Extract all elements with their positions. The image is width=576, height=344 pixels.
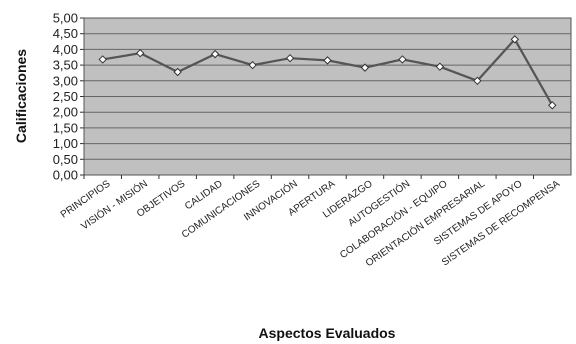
y-tick-label: 0,50 bbox=[53, 152, 78, 167]
x-axis-title: Aspectos Evaluados bbox=[259, 325, 396, 341]
data-point bbox=[398, 55, 407, 64]
y-tick-label: 4,00 bbox=[53, 42, 78, 57]
data-point bbox=[285, 53, 295, 63]
data-point bbox=[210, 49, 220, 59]
y-tick-label: 3,00 bbox=[53, 73, 78, 88]
y-tick-label: 4,50 bbox=[53, 26, 78, 41]
data-point bbox=[98, 55, 107, 64]
series-markers bbox=[98, 35, 557, 110]
y-tick-label: 1,00 bbox=[53, 136, 78, 151]
y-tick-label: 5,00 bbox=[53, 11, 78, 26]
y-tick-label: 2,50 bbox=[53, 89, 78, 104]
data-point bbox=[510, 35, 520, 44]
data-point bbox=[548, 101, 557, 110]
y-tick-label: 0,00 bbox=[53, 168, 78, 183]
data-point bbox=[173, 67, 182, 77]
y-tick-label: 3,50 bbox=[53, 58, 78, 73]
y-axis-title: Calificaciones bbox=[13, 49, 29, 143]
data-point bbox=[323, 56, 332, 65]
gridlines bbox=[84, 33, 571, 160]
data-point bbox=[248, 60, 257, 70]
data-point bbox=[435, 62, 445, 71]
x-category-label: AUTOGESTIÓN bbox=[345, 177, 412, 229]
y-tick-label: 1,50 bbox=[53, 120, 78, 135]
data-point bbox=[473, 76, 482, 86]
y-axis-ticks: 0,000,501,001,502,002,503,003,504,004,50… bbox=[53, 11, 84, 183]
data-point bbox=[135, 48, 145, 58]
y-tick-label: 2,00 bbox=[53, 105, 78, 120]
data-point bbox=[360, 63, 370, 72]
x-category-label: VISIÓN - MISIÓN bbox=[78, 177, 150, 233]
